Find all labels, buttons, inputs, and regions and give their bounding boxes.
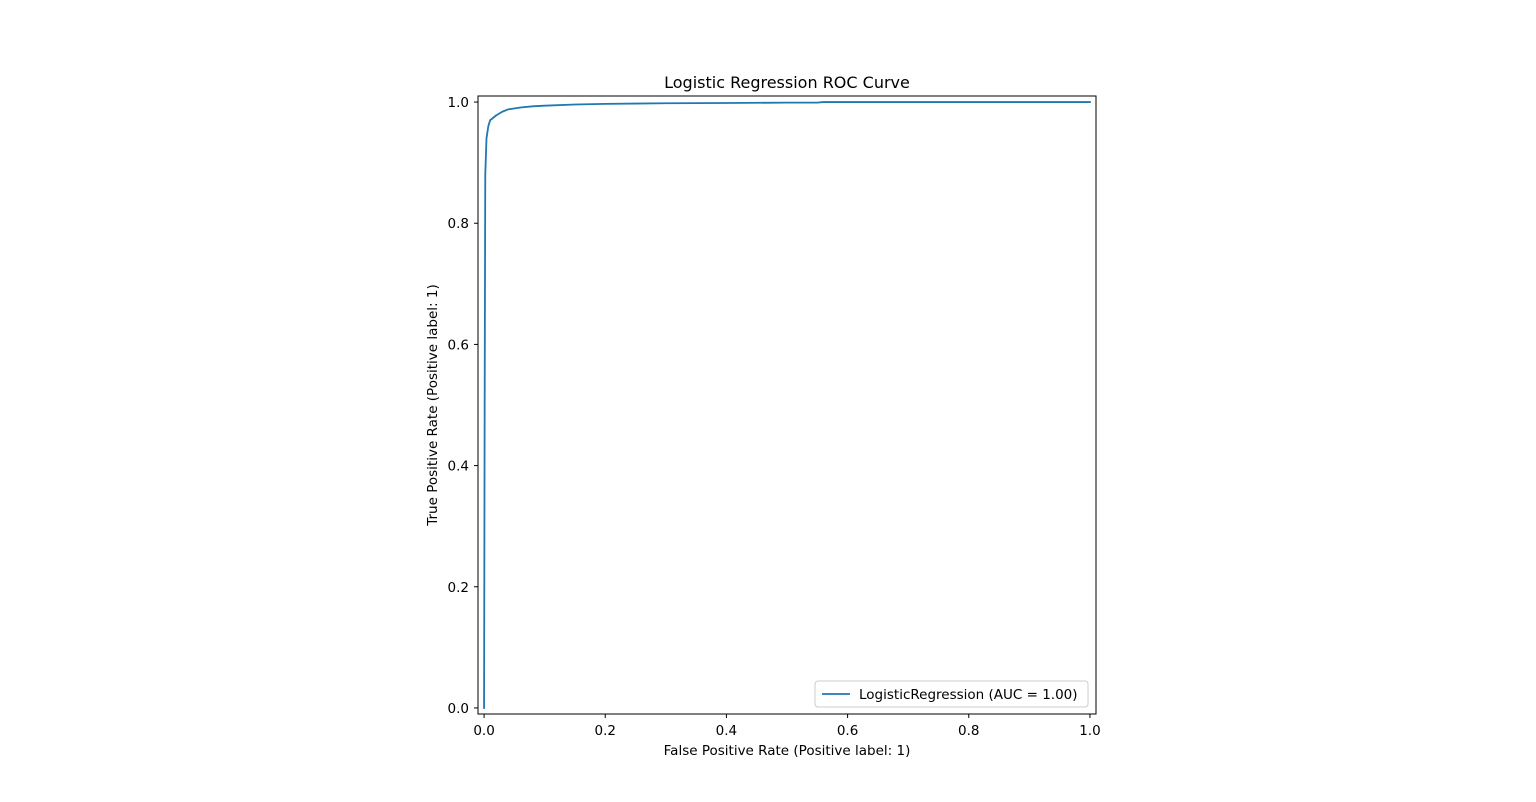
y-axis-ticks: 0.0 0.2 0.4 0.6 0.8 1.0 xyxy=(448,95,478,717)
y-tick-label: 0.6 xyxy=(448,337,469,353)
y-tick-label: 0.0 xyxy=(448,701,469,717)
x-tick-label: 0.2 xyxy=(594,723,615,739)
legend-box xyxy=(814,680,1089,708)
y-tick-label: 0.2 xyxy=(448,580,469,596)
roc-curve-line xyxy=(483,101,1091,709)
legend-label: LogisticRegression (AUC = 1.00) xyxy=(859,687,1078,703)
x-tick-label: 1.0 xyxy=(1079,723,1100,739)
chart-title: Logistic Regression ROC Curve xyxy=(664,73,910,92)
x-tick-label: 0.4 xyxy=(716,723,737,739)
y-tick-label: 0.4 xyxy=(448,459,469,475)
y-axis-label: True Positive Rate (Positive label: 1) xyxy=(425,284,441,527)
x-axis-label: False Positive Rate (Positive label: 1) xyxy=(664,743,911,759)
y-tick-label: 1.0 xyxy=(448,95,469,111)
axes-frame xyxy=(477,95,1097,715)
x-tick-label: 0.6 xyxy=(837,723,858,739)
x-tick-label: 0.8 xyxy=(958,723,979,739)
y-tick-label: 0.8 xyxy=(448,216,469,232)
x-axis-ticks: 0.0 0.2 0.4 0.6 0.8 1.0 xyxy=(473,714,1101,739)
plot-lines xyxy=(483,101,1091,709)
x-tick-label: 0.0 xyxy=(473,723,494,739)
legend: LogisticRegression (AUC = 1.00) xyxy=(814,680,1089,708)
